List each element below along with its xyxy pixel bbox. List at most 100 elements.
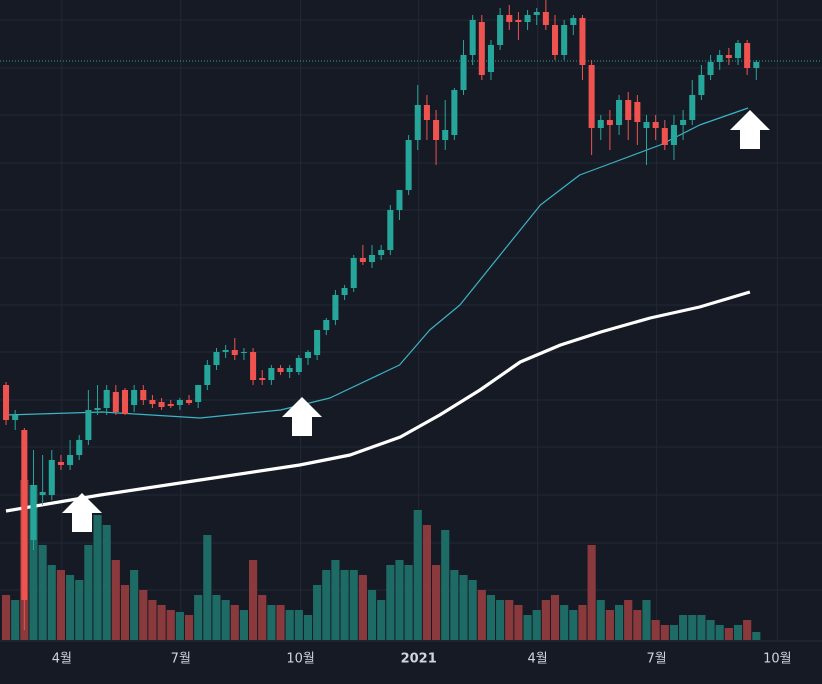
volume-bar bbox=[38, 545, 47, 640]
volume-bar bbox=[614, 605, 624, 640]
volume-bar bbox=[422, 525, 431, 640]
candle-body bbox=[487, 45, 494, 72]
volume-bar bbox=[578, 605, 587, 640]
volume-bar bbox=[605, 610, 614, 640]
volume-bar bbox=[450, 570, 459, 640]
volume-bar bbox=[285, 610, 294, 640]
volume-bar bbox=[148, 600, 157, 640]
candle-body bbox=[725, 55, 732, 58]
candle-body bbox=[533, 12, 540, 15]
volume-bar bbox=[514, 605, 523, 640]
volume-bar bbox=[258, 595, 267, 640]
volume-bar bbox=[1, 595, 11, 640]
candle-body bbox=[341, 288, 348, 295]
candle-body bbox=[314, 330, 321, 355]
candle-body bbox=[350, 258, 357, 288]
candle-body bbox=[588, 65, 595, 128]
volume-bar bbox=[166, 610, 175, 640]
candle-body bbox=[661, 128, 668, 145]
volume-bar bbox=[651, 620, 660, 640]
volume-bar bbox=[102, 525, 111, 640]
candle-body bbox=[652, 122, 659, 128]
candle-body bbox=[286, 368, 293, 372]
candle-body bbox=[304, 352, 311, 358]
candle-body bbox=[167, 404, 174, 406]
candle-body bbox=[515, 20, 522, 22]
candle-body bbox=[634, 102, 641, 122]
volume-bar bbox=[93, 515, 102, 640]
volume-bar bbox=[303, 615, 313, 640]
volume-bar bbox=[505, 600, 514, 640]
candle-body bbox=[231, 350, 238, 355]
candle-body bbox=[213, 352, 220, 365]
candle-body bbox=[442, 130, 449, 140]
candle-body bbox=[670, 125, 677, 145]
volume-bar bbox=[633, 610, 642, 640]
candle-body bbox=[551, 25, 559, 55]
x-tick-label: 10월 bbox=[763, 652, 792, 667]
candle-body bbox=[405, 140, 412, 190]
candle-body bbox=[616, 100, 623, 125]
volume-bar bbox=[313, 585, 322, 640]
candle-body bbox=[195, 385, 202, 402]
volume-bar bbox=[120, 585, 130, 640]
candle-body bbox=[478, 22, 485, 75]
candle-body bbox=[469, 20, 476, 55]
up-arrow bbox=[282, 397, 322, 436]
volume-bar bbox=[459, 575, 468, 640]
volume-bar bbox=[331, 560, 340, 640]
candle-body bbox=[707, 62, 714, 75]
candle-body bbox=[268, 368, 275, 380]
candle-body bbox=[21, 430, 28, 600]
candle-body bbox=[497, 15, 504, 45]
candle-body bbox=[332, 295, 339, 320]
candle-body bbox=[76, 440, 83, 455]
candle-body bbox=[186, 400, 193, 403]
candle-body bbox=[689, 95, 696, 120]
candle-body bbox=[277, 368, 284, 372]
volume-bar bbox=[697, 615, 706, 640]
candle-body bbox=[597, 120, 604, 128]
candle-body bbox=[460, 55, 467, 90]
candle-body bbox=[112, 392, 119, 412]
candle-body bbox=[131, 390, 138, 405]
candle-body bbox=[606, 120, 613, 125]
candle-body bbox=[295, 358, 302, 372]
candle-body bbox=[387, 210, 394, 250]
volume-bar bbox=[679, 615, 688, 640]
volume-bar bbox=[752, 632, 761, 640]
candle-body bbox=[625, 100, 632, 120]
candle-body bbox=[542, 12, 549, 25]
candle-body bbox=[94, 408, 101, 410]
candle-body bbox=[3, 385, 10, 420]
candle-body bbox=[240, 352, 247, 353]
candle-body bbox=[506, 15, 513, 22]
volume-bar bbox=[294, 610, 303, 640]
volume-bar bbox=[569, 610, 578, 640]
volume-bar bbox=[477, 590, 486, 640]
moving-average bbox=[5, 290, 751, 513]
candle-body bbox=[176, 400, 183, 405]
candle-body bbox=[369, 255, 376, 262]
volume-bar bbox=[56, 570, 66, 640]
candle-body bbox=[579, 18, 586, 65]
volume-bar bbox=[642, 600, 651, 640]
volume-bar bbox=[486, 595, 496, 640]
volume-bar bbox=[340, 570, 349, 640]
volume-bar bbox=[175, 612, 184, 640]
candle-body bbox=[451, 90, 458, 135]
volume-bar bbox=[404, 565, 413, 640]
candle-body bbox=[680, 120, 687, 125]
candle-body bbox=[378, 250, 385, 255]
volume-bar bbox=[47, 565, 56, 640]
candle-body bbox=[359, 258, 366, 262]
volume-bar bbox=[267, 605, 276, 640]
candle-body bbox=[158, 402, 165, 407]
candle-body bbox=[48, 460, 55, 495]
volume-bar bbox=[349, 570, 358, 640]
candle-body bbox=[423, 105, 430, 120]
volume-bar bbox=[203, 535, 212, 640]
volume-bar bbox=[532, 610, 541, 640]
volume-bar bbox=[743, 620, 752, 640]
